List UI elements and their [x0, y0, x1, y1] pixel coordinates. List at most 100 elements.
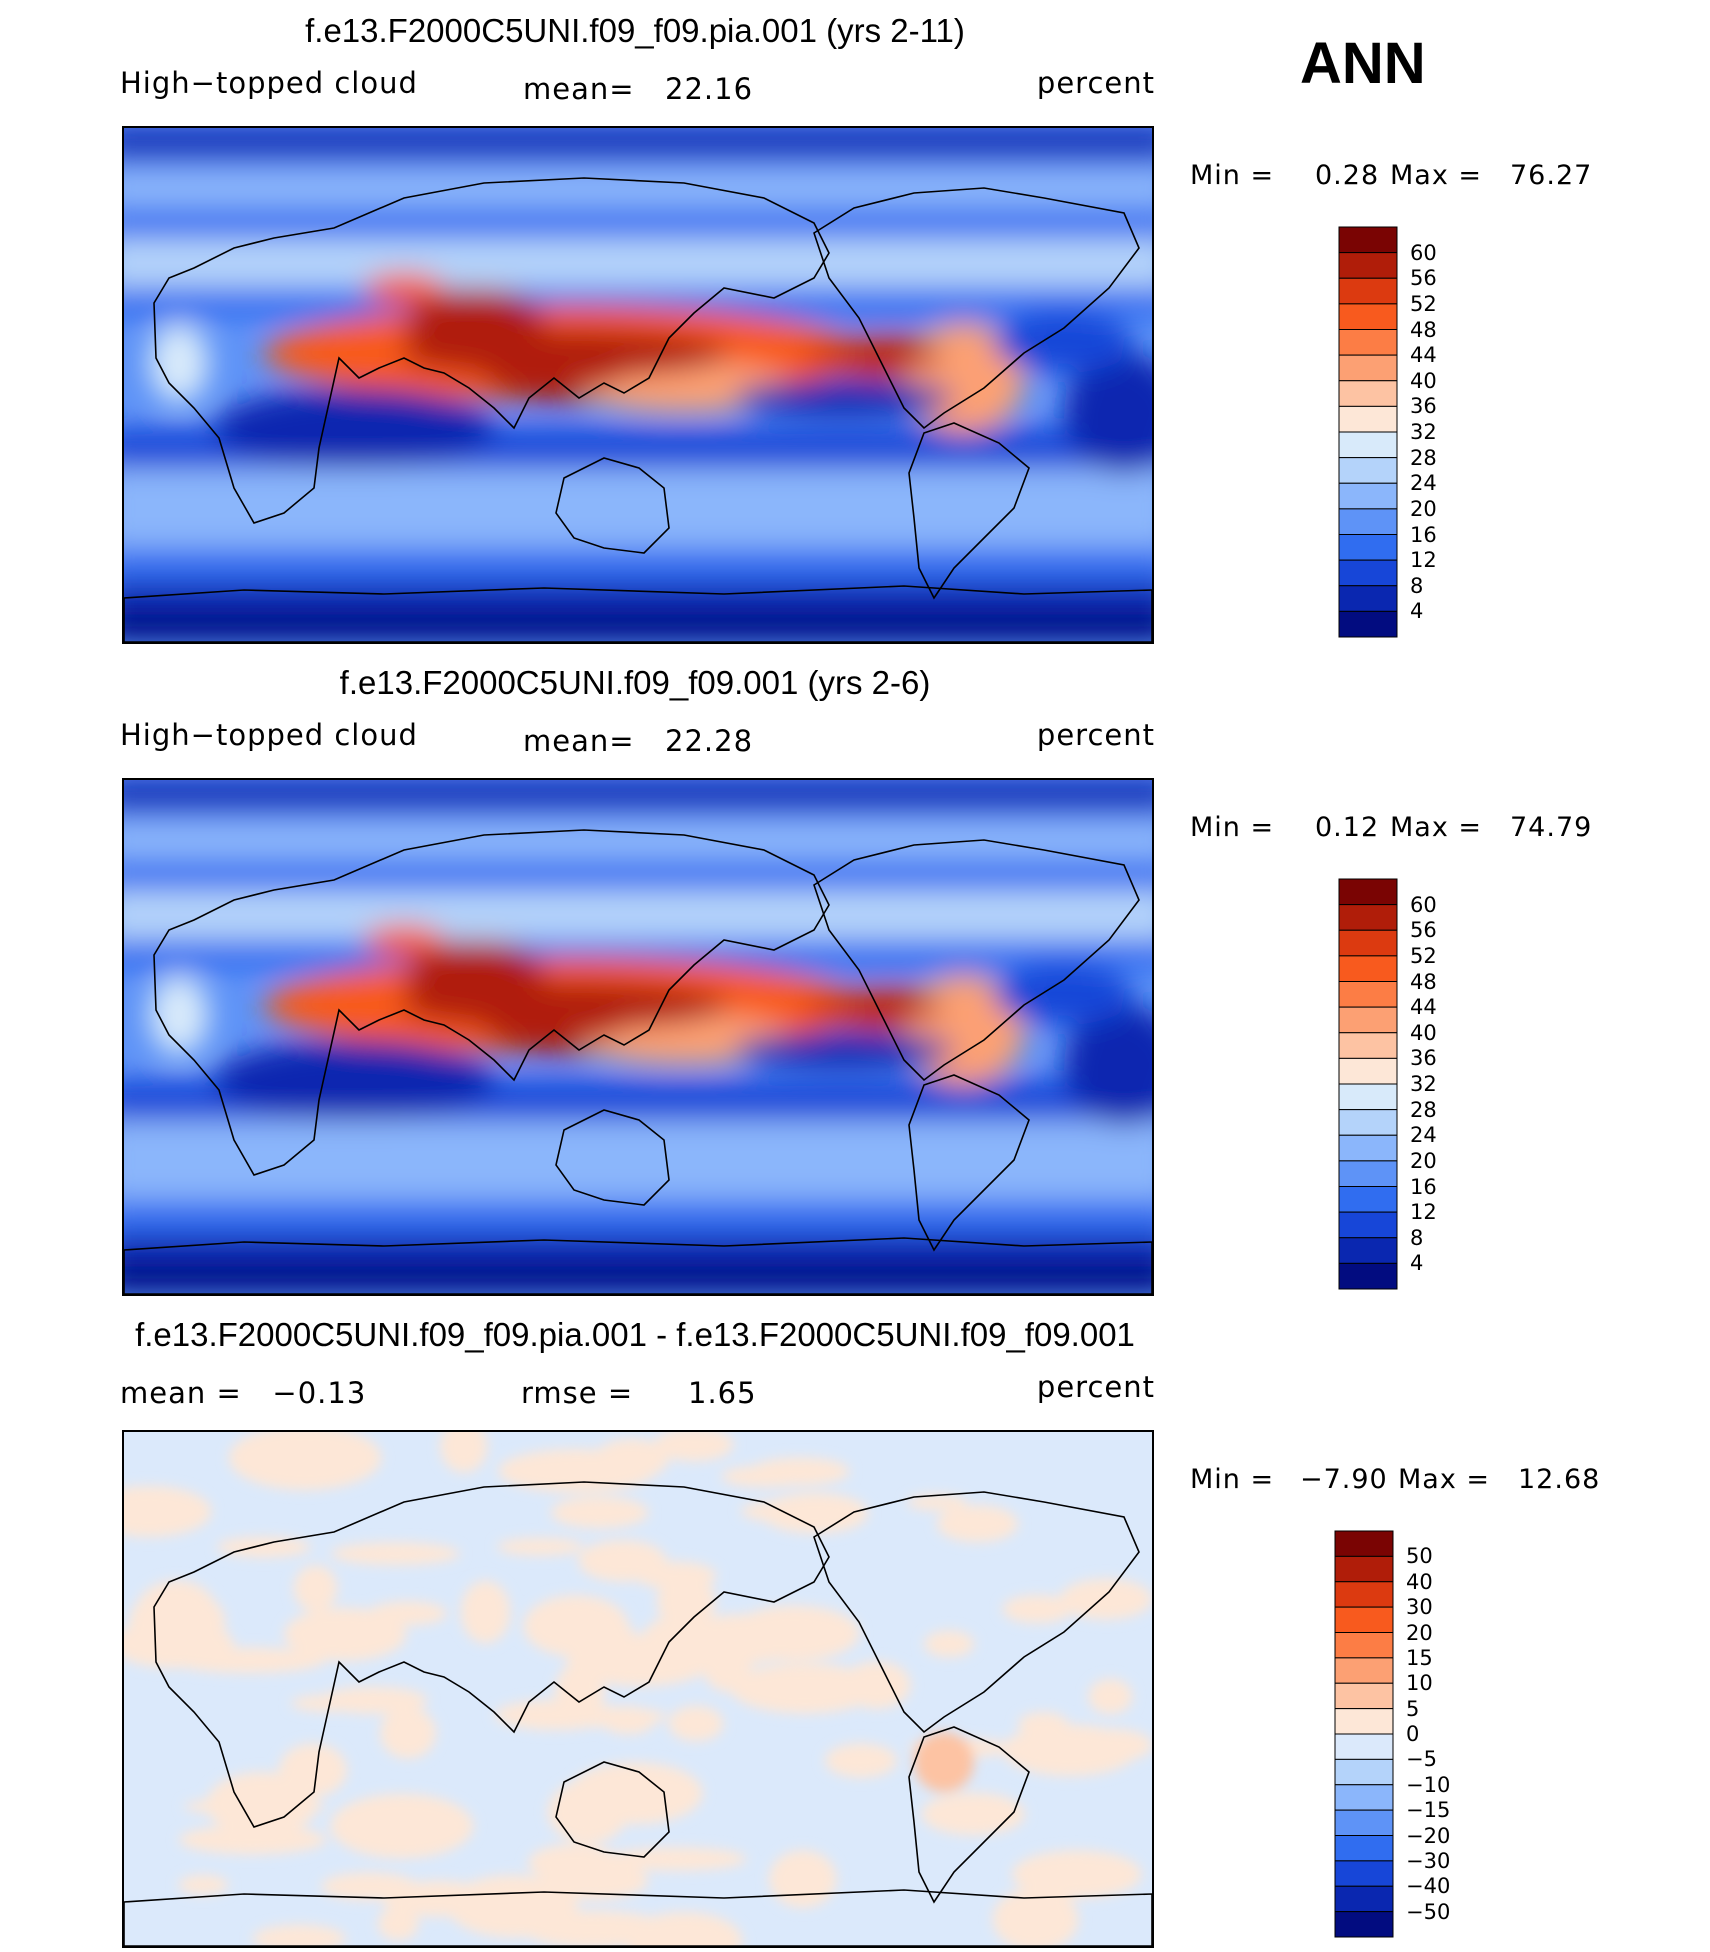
map-field-blob	[567, 1634, 714, 1687]
colorbar-swatches	[1338, 226, 1398, 638]
colorbar-tick-label: 24	[1410, 471, 1437, 496]
panel-3-min-label: Min =	[1190, 1464, 1275, 1495]
map-field-core	[844, 345, 944, 367]
colorbar-tick-label: 8	[1410, 1225, 1424, 1250]
colorbar-tick-label: 40	[1406, 1569, 1433, 1594]
colorbar-swatch	[1334, 1733, 1394, 1760]
map-field-blob	[368, 1601, 448, 1626]
colorbar-swatch	[1338, 559, 1398, 587]
colorbar-swatch	[1338, 380, 1398, 407]
colorbar-swatch	[1338, 482, 1398, 510]
map-field-blob	[734, 1032, 954, 1068]
colorbar-swatch	[1338, 1237, 1398, 1264]
panel-1-map-field	[124, 128, 1152, 642]
colorbar-tick-label: 24	[1410, 1123, 1437, 1148]
panel-2-title: f.e13.F2000C5UNI.f09_f09.001 (yrs 2-6)	[339, 664, 931, 701]
map-field-blob	[364, 925, 444, 955]
map-field-blob	[923, 1630, 975, 1658]
colorbar-swatch	[1338, 1006, 1398, 1034]
coastline	[908, 422, 1030, 600]
map-field-blob	[447, 1875, 578, 1938]
map-lat-band	[124, 208, 1152, 238]
colorbar-tick-label: 40	[1410, 368, 1437, 393]
map-field-blob	[149, 323, 209, 403]
colorbar-tick-label: 32	[1410, 420, 1437, 444]
coastline	[908, 1726, 1030, 1904]
map-field-blob	[284, 1607, 407, 1661]
map-field-blob	[440, 1432, 488, 1473]
colorbar-swatch	[1338, 354, 1398, 382]
panel-2-units: percent	[1036, 718, 1155, 752]
map-field-blob	[460, 1580, 511, 1644]
map-lat-band	[124, 128, 1152, 156]
panel-2-map-field	[124, 780, 1152, 1294]
colorbar-tick-label: 0	[1406, 1722, 1420, 1746]
panel-1-colorbar: 60 56 52 48 44 40 36 32 28 24 20 16 12 8 4	[1338, 226, 1437, 638]
map-field-blob	[654, 1432, 734, 1462]
map-field-blob	[734, 380, 954, 416]
colorbar-swatch	[1338, 929, 1398, 957]
map-field-core	[435, 305, 513, 341]
map-field-blob	[272, 1442, 323, 1460]
panel-1-min-value: 0.28	[1315, 160, 1380, 191]
panel-3-map	[122, 1430, 1154, 1948]
map-field-blob	[364, 273, 444, 303]
map-field-blob	[518, 1705, 668, 1728]
coastline	[555, 1109, 670, 1206]
panel-1-mean-value: 22.16	[665, 72, 754, 106]
map-field-blob	[1088, 1678, 1133, 1715]
colorbar-tick-label: 56	[1410, 918, 1437, 943]
colorbar-tick-label: 32	[1410, 1072, 1437, 1096]
colorbar-tick-label: 30	[1406, 1595, 1433, 1620]
map-field-blob	[380, 1707, 437, 1759]
map-field-blob	[906, 1494, 967, 1511]
colorbar-tick-label: 40	[1410, 1020, 1437, 1045]
map-field-blob	[824, 1743, 898, 1778]
colorbar-tick-label: 28	[1410, 445, 1437, 470]
colorbar-tick-label: 20	[1406, 1620, 1433, 1645]
panel-1-title: f.e13.F2000C5UNI.f09_f09.pia.001 (yrs 2-…	[305, 12, 965, 49]
panel-1-max-value: 76.27	[1510, 160, 1593, 191]
map-field-blob	[1064, 1005, 1152, 1125]
panel-2-map	[122, 778, 1154, 1296]
colorbar-tick-label: 20	[1410, 496, 1437, 521]
panel-2-min-label: Min =	[1190, 812, 1275, 843]
map-field-blob	[178, 1825, 327, 1855]
map-field-blob	[540, 1865, 633, 1887]
panel-2-max-label: Max =	[1390, 812, 1483, 843]
map-field-blob	[498, 1448, 655, 1493]
map-field-blob	[330, 1542, 461, 1565]
colorbar-tick-label: −5	[1406, 1747, 1437, 1772]
colorbar-tick-label: −10	[1406, 1772, 1451, 1797]
colorbar-tick-label: 8	[1410, 573, 1424, 598]
colorbar-tick-label: 16	[1410, 522, 1437, 547]
colorbar-swatch	[1334, 1784, 1394, 1811]
colorbar-tick-label: 4	[1410, 1251, 1424, 1276]
colorbar-swatch	[1334, 1885, 1394, 1913]
map-field-blob	[1011, 1850, 1142, 1899]
coastline	[124, 585, 1152, 642]
colorbar-tick-label: 56	[1410, 266, 1437, 291]
map-field-core	[399, 329, 729, 377]
colorbar-swatch	[1338, 431, 1398, 459]
colorbar-swatch	[1334, 1809, 1394, 1836]
panel-3-title: f.e13.F2000C5UNI.f09_f09.pia.001 - f.e13…	[135, 1316, 1135, 1353]
colorbar-swatch	[1338, 252, 1398, 279]
map-field-blob	[550, 1496, 649, 1529]
colorbar-swatch	[1338, 904, 1398, 931]
colorbar-swatch	[1338, 610, 1398, 638]
map-lat-band	[124, 156, 1152, 168]
map-field-core	[399, 981, 729, 1029]
colorbar-swatches	[1334, 1530, 1394, 1938]
map-field-blob	[994, 313, 1134, 373]
colorbar-swatch	[1338, 457, 1398, 484]
coastline	[908, 1074, 1030, 1252]
colorbar-tick-label: 12	[1410, 1200, 1437, 1225]
colorbar-swatch	[1334, 1758, 1394, 1786]
map-lat-band	[124, 1200, 1152, 1235]
map-lat-band	[124, 1265, 1152, 1294]
panel-1-mean-label: mean=	[523, 72, 635, 106]
coastline	[124, 1237, 1152, 1294]
map-field-core	[844, 997, 944, 1019]
map-field-core	[524, 1010, 624, 1040]
